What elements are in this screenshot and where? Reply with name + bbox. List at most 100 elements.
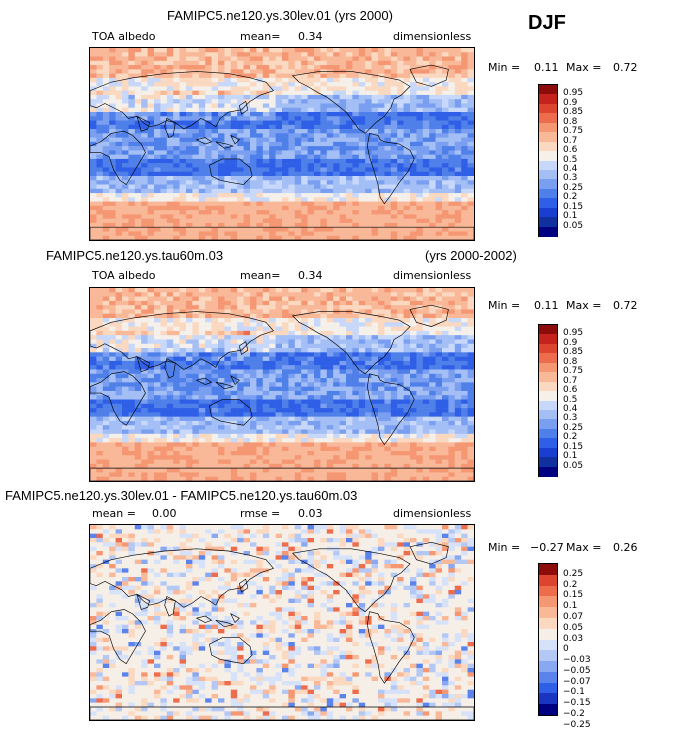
panel-1-min-value: 0.11 [534, 61, 559, 74]
colorbar-swatch [539, 693, 557, 705]
colorbar-swatch [539, 457, 557, 468]
colorbar-tick-label: 0.2 [563, 432, 578, 443]
map-field [90, 288, 474, 481]
panel-3-title: FAMIPC5.ne120.ys.30lev.01 - FAMIPC5.ne12… [5, 488, 358, 503]
colorbar-swatch [539, 564, 557, 576]
colorbar-swatch [539, 122, 557, 133]
colorbar-swatch [539, 94, 557, 105]
coastlines [90, 542, 474, 720]
colorbar-swatch [539, 188, 557, 199]
colorbar-tick-label: 0.05 [563, 622, 584, 633]
panel-3-max-label: Max = [566, 541, 602, 554]
colorbar-swatch [539, 671, 557, 684]
season-label: DJF [528, 12, 566, 34]
colorbar-tick-label: −0.05 [563, 665, 591, 676]
colorbar-swatch [539, 607, 557, 619]
panel-1-colorbar: 0.95 0.9 0.85 0.8 0.75 0.7 0.6 0.5 0.4 0.3 0.25 0.2… [538, 84, 583, 237]
colorbar-tick-label: 0.7 [563, 375, 578, 386]
colorbar-swatch [539, 419, 557, 430]
colorbar-tick-label: 0.1 [563, 601, 578, 612]
colorbar-tick-label: 0.95 [563, 88, 584, 99]
colorbar-tick-label: 0.85 [563, 347, 584, 358]
colorbar-tick-label: 0.6 [563, 145, 578, 156]
panel-3-map [89, 524, 475, 721]
colorbar-tick-label: 0 [563, 644, 569, 655]
colorbar-tick-label: −0.07 [563, 676, 591, 687]
colorbar-tick-label: 0.15 [563, 201, 584, 212]
panel-3-mean-label: mean = [92, 507, 136, 520]
colorbar-swatch [539, 391, 557, 401]
colorbar-swatch [539, 325, 557, 335]
colorbar-swatch [539, 334, 557, 345]
panel-1-title: FAMIPC5.ne120.ys.30lev.01 (yrs 2000) [167, 8, 393, 23]
panel-2-min-value: 0.11 [534, 299, 559, 312]
panel-2-min-label: Min = [488, 299, 521, 312]
colorbar-swatch [539, 353, 557, 364]
colorbar-swatch [539, 141, 557, 152]
colorbar-tick-label: 0.15 [563, 441, 584, 452]
colorbar-tick-label: 0.6 [563, 385, 578, 396]
colorbar-swatch [539, 447, 557, 458]
colorbar-swatch [539, 428, 557, 439]
colorbar-tick-label: 0.1 [563, 211, 578, 222]
colorbar-swatch [539, 466, 557, 477]
panel-2-mean-value: 0.34 [298, 269, 323, 282]
panel-2-colorbar: 0.95 0.9 0.85 0.8 0.75 0.7 0.6 0.5 0.4 0.3 0.25 0.2… [538, 324, 583, 477]
colorbar-swatch [539, 381, 557, 392]
colorbar-swatch [539, 179, 557, 190]
colorbar-swatch [539, 372, 557, 383]
colorbar-tick-label: 0.85 [563, 107, 584, 118]
coastlines [90, 304, 474, 481]
colorbar-swatch [539, 628, 557, 640]
colorbar-tick-label: 0.25 [563, 182, 584, 193]
panel-1-map [89, 47, 475, 241]
colorbar-swatch [539, 160, 557, 171]
colorbar-tick-label: 0.4 [563, 163, 578, 174]
colorbar-tick-label: 0.5 [563, 154, 578, 165]
colorbar-swatch [539, 400, 557, 411]
colorbar-tick-label: 0.07 [563, 611, 584, 622]
panel-3-max-value: 0.26 [613, 541, 638, 554]
colorbar-swatch [539, 704, 557, 716]
panel-3-units: dimensionless [393, 507, 472, 520]
panel-2-title: FAMIPC5.ne120.ys.tau60m.03 [46, 248, 224, 263]
panel-1-max-value: 0.72 [613, 61, 638, 74]
panel-2-mean-label: mean= [240, 269, 281, 282]
colorbar-swatch [539, 617, 557, 630]
colorbar-swatch [539, 343, 557, 354]
colorbar-tick-label: −0.03 [563, 655, 591, 666]
panel-2-max-value: 0.72 [613, 299, 638, 312]
colorbar-tick-label: 0.8 [563, 356, 578, 367]
colorbar-swatch [539, 217, 557, 228]
colorbar-swatch [539, 661, 557, 673]
colorbar-tick-label: 0.15 [563, 590, 584, 601]
colorbar-tick-label: 0.5 [563, 394, 578, 405]
colorbar-tick-label: 0.05 [563, 220, 584, 231]
colorbar-swatch [539, 85, 557, 95]
colorbar-tick-label: 0.3 [563, 173, 578, 184]
colorbar-tick-label: 0.7 [563, 135, 578, 146]
panel-2-max-label: Max = [566, 299, 602, 312]
colorbar-tick-label: 0.25 [563, 422, 584, 433]
panel-2-map [89, 287, 475, 482]
colorbar-tick-label: 0.3 [563, 413, 578, 424]
panel-2-variable-label: TOA albedo [92, 269, 156, 282]
panel-2-units: dimensionless [393, 269, 472, 282]
colorbar-swatch [539, 650, 557, 662]
colorbar-tick-label: 0.2 [563, 192, 578, 203]
colorbar-swatch [539, 438, 557, 449]
colorbar-tick-label: 0.9 [563, 97, 578, 108]
colorbar-tick-label: −0.2 [563, 709, 585, 719]
panel-3-min-label: Min = [488, 541, 521, 554]
panel-1-min-label: Min = [488, 61, 521, 74]
colorbar-swatch [539, 207, 557, 218]
colorbar-tick-label: −0.25 [563, 719, 591, 730]
panel-1-max-label: Max = [566, 61, 602, 74]
colorbar-tick-label: 0.75 [563, 126, 584, 137]
panel-3-rmse-label: rmse = [240, 507, 281, 520]
map-field [90, 48, 474, 240]
colorbar-swatch [539, 103, 557, 114]
colorbar-tick-label: 0.25 [563, 568, 584, 579]
colorbar-swatch [539, 639, 557, 651]
panel-1-mean-value: 0.34 [298, 30, 323, 43]
